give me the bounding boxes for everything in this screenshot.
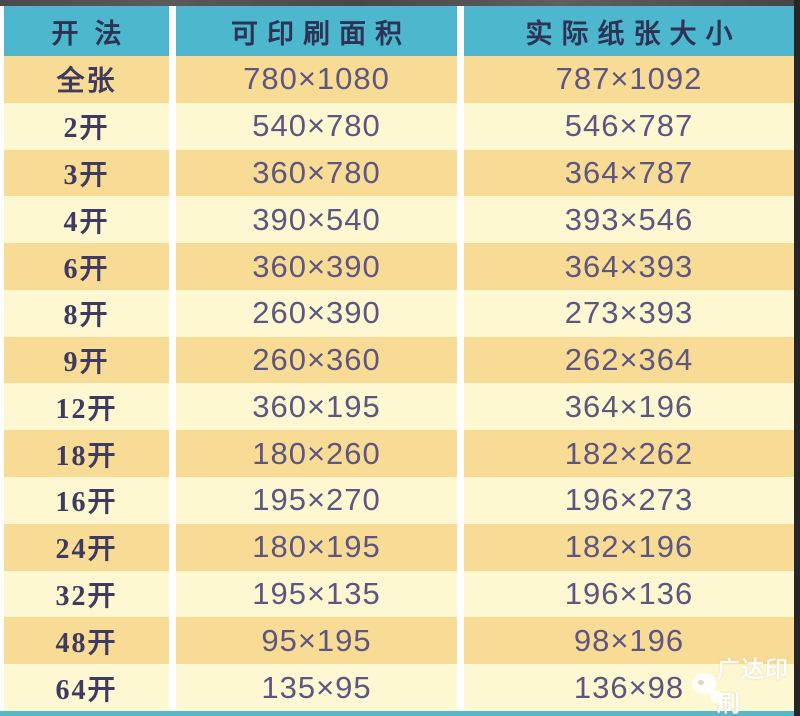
actual-size-cell: 98×196 — [464, 617, 794, 665]
cut-method-cell: 16开 — [4, 477, 169, 524]
cut-method-cell: 4开 — [4, 196, 169, 244]
printable-area-cell: 95×195 — [176, 617, 457, 665]
table-row: 18开 180×260 182×262 — [4, 430, 794, 478]
cut-method-cell: 18开 — [4, 430, 169, 478]
top-border-strip — [0, 0, 800, 6]
actual-size-cell: 393×546 — [464, 196, 794, 244]
table-row: 4开 390×540 393×546 — [4, 196, 794, 244]
table-row: 12开 360×195 364×196 — [4, 383, 794, 431]
actual-size-cell: 196×273 — [464, 477, 794, 524]
right-border-strip — [794, 0, 800, 716]
cut-method-cell: 12开 — [4, 383, 169, 431]
actual-size-cell: 182×262 — [464, 430, 794, 478]
cut-method-cell: 3开 — [4, 149, 169, 197]
cut-method-cell: 6开 — [4, 243, 169, 290]
actual-size-cell: 273×393 — [464, 289, 794, 337]
actual-size-cell: 196×136 — [464, 570, 794, 618]
cut-method-cell: 8开 — [4, 289, 169, 337]
header-actual-paper-size: 实际纸张大小 — [464, 6, 794, 56]
printable-area-cell: 260×390 — [176, 289, 457, 337]
actual-size-cell: 787×1092 — [464, 56, 794, 103]
actual-size-cell: 546×787 — [464, 102, 794, 150]
printable-area-cell: 135×95 — [176, 664, 457, 711]
table-row: 8开 260×390 273×393 — [4, 289, 794, 337]
printable-area-cell: 180×260 — [176, 430, 457, 478]
paper-size-table: 开法 可印刷面积 实际纸张大小 全张 780×1080 787×1092 2开 540×… — [0, 6, 794, 711]
header-cut-method: 开法 — [4, 6, 169, 56]
actual-size-cell: 182×196 — [464, 523, 794, 571]
printable-area-cell: 360×195 — [176, 383, 457, 431]
cut-method-cell: 全张 — [4, 56, 169, 103]
actual-size-cell: 364×196 — [464, 383, 794, 431]
printable-area-cell: 195×270 — [176, 477, 457, 524]
printable-area-cell: 540×780 — [176, 102, 457, 150]
actual-size-cell: 364×393 — [464, 243, 794, 290]
bottom-accent-strip — [0, 711, 794, 716]
table-row: 6开 360×390 364×393 — [4, 243, 794, 290]
table-row: 全张 780×1080 787×1092 — [4, 56, 794, 103]
header-printable-area: 可印刷面积 — [176, 6, 457, 56]
cut-method-cell: 64开 — [4, 664, 169, 711]
printable-area-cell: 260×360 — [176, 336, 457, 384]
cut-method-cell: 2开 — [4, 102, 169, 150]
cut-method-cell: 32开 — [4, 570, 169, 618]
table-row: 48开 95×195 98×196 — [4, 617, 794, 665]
printable-area-cell: 780×1080 — [176, 56, 457, 103]
printable-area-cell: 360×780 — [176, 149, 457, 197]
table-row: 9开 260×360 262×364 — [4, 336, 794, 384]
printable-area-cell: 180×195 — [176, 523, 457, 571]
table-row: 32开 195×135 196×136 — [4, 570, 794, 618]
table-row: 16开 195×270 196×273 — [4, 477, 794, 524]
actual-size-cell: 136×98 — [464, 664, 794, 711]
actual-size-cell: 262×364 — [464, 336, 794, 384]
table-row: 24开 180×195 182×196 — [4, 523, 794, 571]
printable-area-cell: 360×390 — [176, 243, 457, 290]
table-row: 64开 135×95 136×98 — [4, 664, 794, 711]
table-row: 3开 360×780 364×787 — [4, 149, 794, 197]
actual-size-cell: 364×787 — [464, 149, 794, 197]
printable-area-cell: 390×540 — [176, 196, 457, 244]
table-header-row: 开法 可印刷面积 实际纸张大小 — [4, 6, 794, 56]
table-row: 2开 540×780 546×787 — [4, 102, 794, 150]
cut-method-cell: 48开 — [4, 617, 169, 665]
cut-method-cell: 24开 — [4, 523, 169, 571]
cut-method-cell: 9开 — [4, 336, 169, 384]
printable-area-cell: 195×135 — [176, 570, 457, 618]
